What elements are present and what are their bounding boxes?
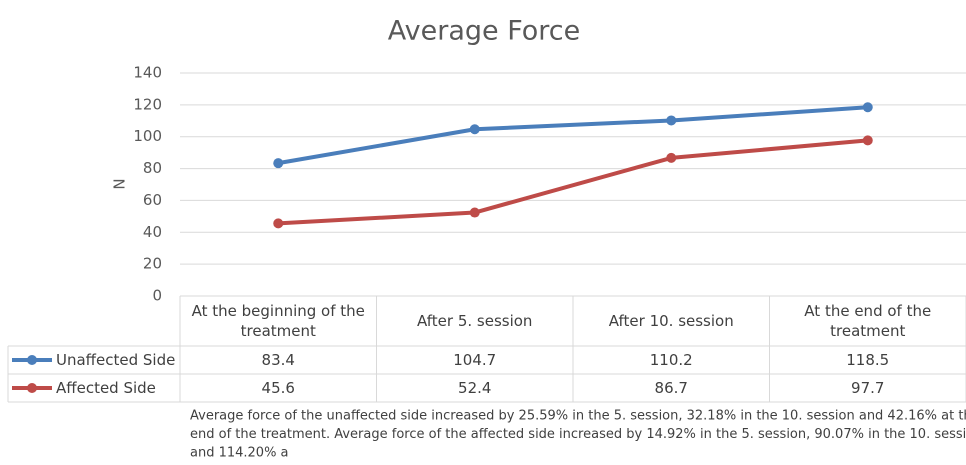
y-tick-label: 40: [143, 223, 162, 241]
category-header: After 5. session: [417, 312, 533, 330]
category-header: At the end of the treatment: [804, 302, 932, 340]
y-tick-label: 120: [133, 95, 162, 113]
table-value: 118.5: [846, 351, 890, 369]
y-tick-label: 100: [133, 127, 162, 145]
series-line: [277, 105, 868, 166]
caption: Average force of the unaffected side inc…: [190, 409, 966, 424]
point-marker: [862, 135, 873, 146]
point-marker: [469, 124, 480, 135]
table-value: 83.4: [261, 351, 295, 369]
legend-marker: [27, 383, 37, 393]
y-tick-label: 140: [133, 64, 162, 82]
legend-label: Unaffected Side: [56, 351, 176, 369]
table-value: 45.6: [261, 379, 295, 397]
chart-title: Average Force: [388, 16, 581, 47]
category-header: At the beginning of the treatment: [191, 302, 365, 340]
series-line: [278, 138, 868, 226]
legend-label: Affected Side: [56, 379, 156, 397]
table-value: 97.7: [851, 379, 885, 397]
y-tick-label: 0: [152, 287, 162, 305]
y-tick-label: 60: [143, 191, 162, 209]
y-axis-label: N: [111, 178, 129, 189]
point-marker: [469, 207, 480, 218]
point-marker: [273, 218, 284, 229]
table-value: 110.2: [649, 351, 693, 369]
point-marker: [666, 152, 677, 163]
table-value: 104.7: [453, 351, 497, 369]
point-marker: [666, 115, 677, 126]
table-value: 86.7: [654, 379, 688, 397]
caption: end of the treatment. Average force of t…: [190, 427, 966, 442]
table-value: 52.4: [458, 379, 492, 397]
point-marker: [862, 102, 873, 113]
y-tick-label: 80: [143, 159, 162, 177]
point-marker: [273, 158, 284, 169]
category-header: After 10. session: [608, 312, 734, 330]
caption: and 114.20% a: [190, 446, 289, 461]
legend-marker: [27, 355, 37, 365]
y-tick-label: 20: [143, 255, 162, 273]
